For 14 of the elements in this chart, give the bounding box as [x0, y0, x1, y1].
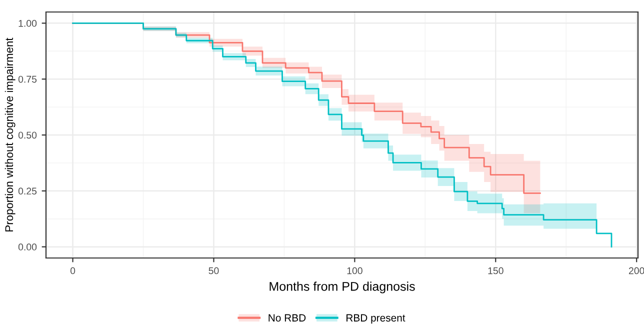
- y-tick-label: 0.75: [18, 76, 37, 83]
- x-tick-label: 150: [488, 267, 504, 274]
- legend-label: RBD present: [346, 314, 406, 324]
- y-tick-label: 0.00: [18, 244, 37, 250]
- y-axis-title: Proportion without cognitive impairment: [4, 38, 16, 232]
- x-tick-label: 100: [347, 267, 362, 274]
- y-tick-label: 0.25: [18, 188, 37, 195]
- y-tick-label: 0.50: [18, 132, 37, 139]
- x-axis-title: Months from PD diagnosis: [270, 282, 415, 294]
- x-tick-label: 0: [70, 267, 76, 274]
- legend-label: No RBD: [268, 314, 306, 322]
- x-tick-label: 50: [208, 267, 219, 274]
- y-tick-label: 1.00: [18, 20, 37, 27]
- x-tick-label: 200: [628, 267, 644, 274]
